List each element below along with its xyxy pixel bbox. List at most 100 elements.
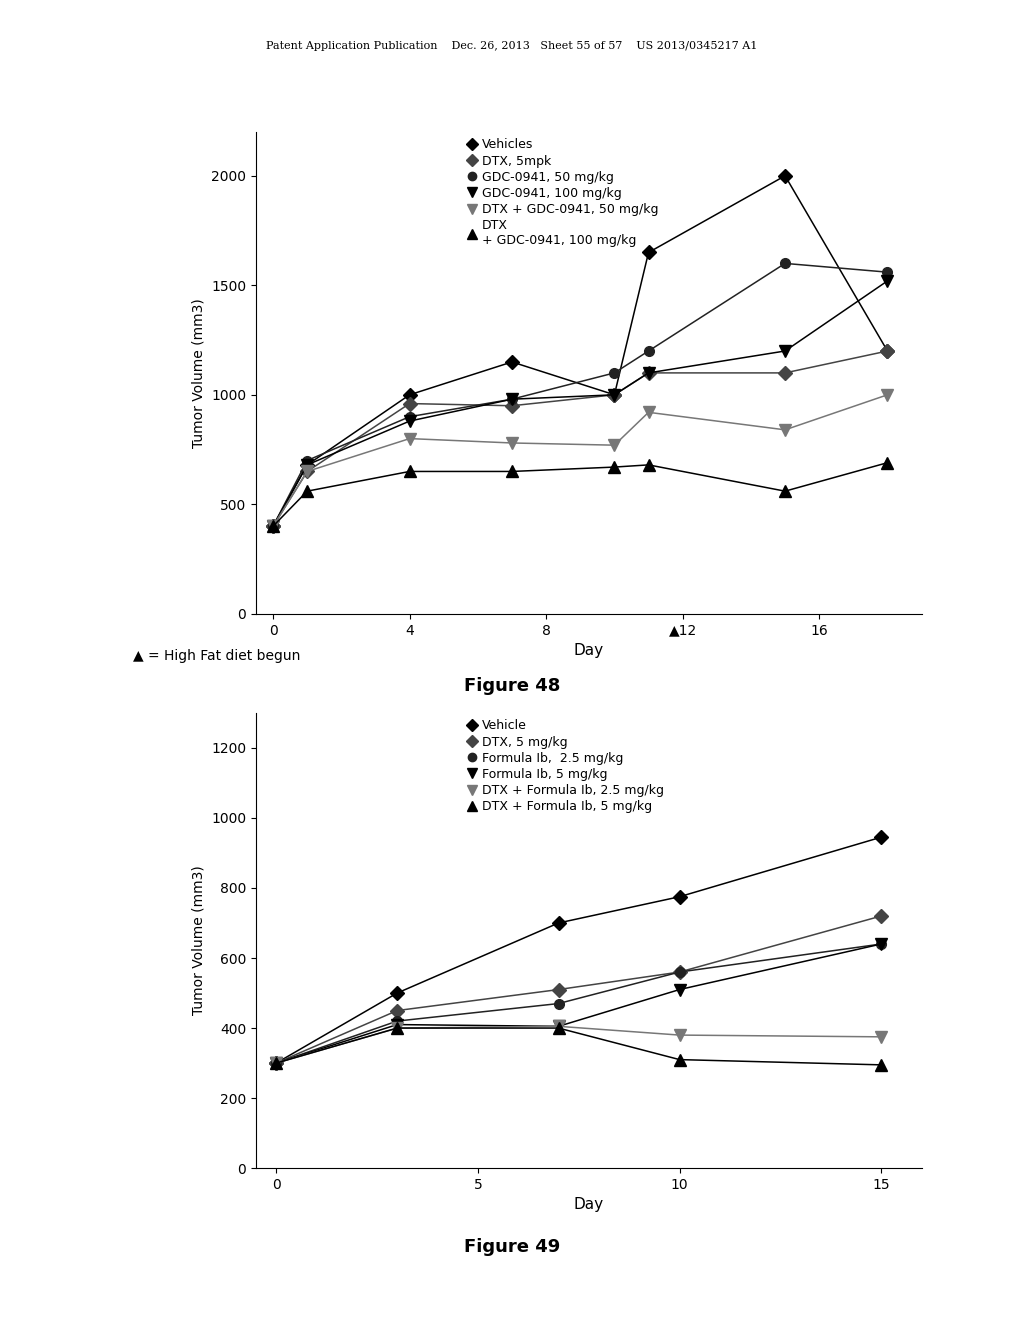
DTX, 5mpk (882, 343, 894, 359)
DTX + Formula Ib, 5 mg/kg (552, 1020, 564, 1036)
DTX, 5mpk (267, 519, 280, 535)
Line: DTX, 5 mg/kg: DTX, 5 mg/kg (271, 911, 886, 1068)
Formula Ib, 5 mg/kg (391, 1016, 403, 1032)
DTX
+ GDC-0941, 100 mg/kg (642, 457, 654, 473)
GDC-0941, 50 mg/kg (301, 453, 313, 469)
DTX + Formula Ib, 2.5 mg/kg (876, 1028, 888, 1044)
Legend: Vehicles, DTX, 5mpk, GDC-0941, 50 mg/kg, GDC-0941, 100 mg/kg, DTX + GDC-0941, 50: Vehicles, DTX, 5mpk, GDC-0941, 50 mg/kg,… (462, 133, 664, 252)
DTX + Formula Ib, 5 mg/kg (674, 1052, 686, 1068)
Formula Ib, 5 mg/kg (674, 982, 686, 998)
GDC-0941, 50 mg/kg (642, 343, 654, 359)
Line: DTX, 5mpk: DTX, 5mpk (268, 346, 892, 531)
DTX + GDC-0941, 50 mg/kg (882, 387, 894, 403)
Line: Formula Ib, 5 mg/kg: Formula Ib, 5 mg/kg (270, 939, 887, 1069)
DTX + GDC-0941, 50 mg/kg (301, 463, 313, 479)
GDC-0941, 50 mg/kg (882, 264, 894, 280)
Vehicles (403, 387, 416, 403)
GDC-0941, 100 mg/kg (301, 457, 313, 473)
GDC-0941, 100 mg/kg (882, 273, 894, 289)
Formula Ib, 5 mg/kg (876, 936, 888, 952)
Line: Vehicle: Vehicle (271, 833, 886, 1068)
DTX, 5mpk (403, 396, 416, 412)
DTX + Formula Ib, 5 mg/kg (391, 1020, 403, 1036)
Vehicles (267, 519, 280, 535)
Vehicle (674, 888, 686, 904)
Legend: Vehicle, DTX, 5 mg/kg, Formula Ib,  2.5 mg/kg, Formula Ib, 5 mg/kg, DTX + Formul: Vehicle, DTX, 5 mg/kg, Formula Ib, 2.5 m… (462, 714, 669, 818)
Line: GDC-0941, 50 mg/kg: GDC-0941, 50 mg/kg (268, 259, 892, 531)
Vehicle (552, 915, 564, 931)
Vehicle (876, 829, 888, 845)
GDC-0941, 50 mg/kg (403, 409, 416, 425)
DTX, 5 mg/kg (876, 908, 888, 924)
GDC-0941, 100 mg/kg (403, 413, 416, 429)
GDC-0941, 100 mg/kg (779, 343, 792, 359)
DTX, 5mpk (301, 463, 313, 479)
DTX + Formula Ib, 2.5 mg/kg (674, 1027, 686, 1043)
DTX + GDC-0941, 50 mg/kg (403, 430, 416, 446)
DTX + GDC-0941, 50 mg/kg (506, 436, 518, 451)
X-axis label: Day: Day (573, 1197, 604, 1213)
X-axis label: Day: Day (573, 643, 604, 659)
DTX + Formula Ib, 5 mg/kg (876, 1057, 888, 1073)
Text: ▲ = High Fat diet begun: ▲ = High Fat diet begun (133, 649, 300, 664)
Formula Ib,  2.5 mg/kg (552, 995, 564, 1011)
DTX
+ GDC-0941, 100 mg/kg (301, 483, 313, 499)
GDC-0941, 50 mg/kg (779, 256, 792, 272)
Text: Figure 49: Figure 49 (464, 1238, 560, 1257)
DTX, 5mpk (779, 364, 792, 380)
Formula Ib, 5 mg/kg (552, 1019, 564, 1035)
Line: DTX + GDC-0941, 50 mg/kg: DTX + GDC-0941, 50 mg/kg (267, 389, 893, 532)
DTX, 5mpk (506, 397, 518, 413)
Formula Ib,  2.5 mg/kg (876, 936, 888, 952)
Formula Ib,  2.5 mg/kg (391, 1014, 403, 1030)
Formula Ib,  2.5 mg/kg (270, 1055, 283, 1071)
GDC-0941, 50 mg/kg (506, 391, 518, 407)
Vehicle (270, 1055, 283, 1071)
Vehicle (391, 985, 403, 1001)
DTX
+ GDC-0941, 100 mg/kg (403, 463, 416, 479)
DTX, 5 mg/kg (391, 1003, 403, 1019)
Text: Patent Application Publication    Dec. 26, 2013   Sheet 55 of 57    US 2013/0345: Patent Application Publication Dec. 26, … (266, 41, 758, 51)
Line: DTX + Formula Ib, 5 mg/kg: DTX + Formula Ib, 5 mg/kg (270, 1023, 887, 1071)
Y-axis label: Tumor Volume (mm3): Tumor Volume (mm3) (191, 298, 206, 447)
DTX + Formula Ib, 5 mg/kg (270, 1055, 283, 1071)
DTX, 5 mg/kg (270, 1055, 283, 1071)
DTX, 5 mg/kg (552, 982, 564, 998)
DTX + GDC-0941, 50 mg/kg (267, 519, 280, 535)
Line: GDC-0941, 100 mg/kg: GDC-0941, 100 mg/kg (267, 276, 893, 532)
DTX + GDC-0941, 50 mg/kg (608, 437, 621, 453)
Vehicles (301, 457, 313, 473)
DTX
+ GDC-0941, 100 mg/kg (506, 463, 518, 479)
DTX
+ GDC-0941, 100 mg/kg (267, 519, 280, 535)
DTX + Formula Ib, 2.5 mg/kg (391, 1020, 403, 1036)
GDC-0941, 50 mg/kg (608, 364, 621, 380)
DTX, 5mpk (642, 364, 654, 380)
Vehicles (779, 168, 792, 183)
DTX
+ GDC-0941, 100 mg/kg (779, 483, 792, 499)
Vehicles (608, 387, 621, 403)
Line: DTX + Formula Ib, 2.5 mg/kg: DTX + Formula Ib, 2.5 mg/kg (270, 1020, 887, 1069)
DTX
+ GDC-0941, 100 mg/kg (608, 459, 621, 475)
GDC-0941, 100 mg/kg (642, 364, 654, 380)
DTX
+ GDC-0941, 100 mg/kg (882, 455, 894, 471)
GDC-0941, 100 mg/kg (506, 391, 518, 407)
Line: Formula Ib,  2.5 mg/kg: Formula Ib, 2.5 mg/kg (271, 939, 886, 1068)
Formula Ib, 5 mg/kg (270, 1055, 283, 1071)
GDC-0941, 100 mg/kg (267, 519, 280, 535)
Y-axis label: Tumor Volume (mm3): Tumor Volume (mm3) (191, 866, 206, 1015)
Text: Figure 48: Figure 48 (464, 677, 560, 696)
Vehicles (506, 354, 518, 370)
DTX + Formula Ib, 2.5 mg/kg (552, 1019, 564, 1035)
Line: DTX
+ GDC-0941, 100 mg/kg: DTX + GDC-0941, 100 mg/kg (267, 457, 893, 532)
DTX + GDC-0941, 50 mg/kg (779, 422, 792, 438)
DTX, 5mpk (608, 387, 621, 403)
DTX + GDC-0941, 50 mg/kg (642, 404, 654, 420)
GDC-0941, 100 mg/kg (608, 387, 621, 403)
DTX, 5 mg/kg (674, 964, 686, 979)
Formula Ib,  2.5 mg/kg (674, 964, 686, 979)
DTX + Formula Ib, 2.5 mg/kg (270, 1055, 283, 1071)
Vehicles (642, 244, 654, 260)
GDC-0941, 50 mg/kg (267, 519, 280, 535)
Line: Vehicles: Vehicles (268, 170, 892, 531)
Vehicles (882, 343, 894, 359)
